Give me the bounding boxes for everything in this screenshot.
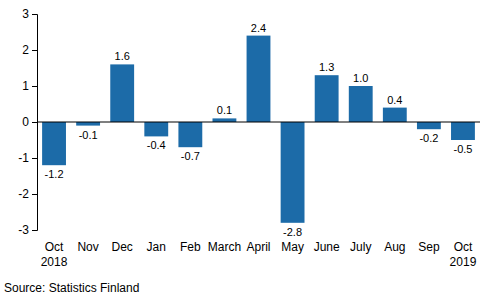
y-tick-mark [32, 14, 37, 15]
x-tick-label: Aug [384, 240, 405, 254]
x-tick-label: Oct2018 [41, 240, 68, 269]
x-tick: Sep [418, 240, 440, 254]
data-label: 1.0 [353, 72, 368, 84]
x-tick: Aug [384, 240, 405, 254]
y-tick: 1 [22, 79, 37, 93]
y-tick-mark [32, 122, 37, 123]
zero-line [37, 122, 480, 123]
data-label: 1.3 [319, 61, 334, 73]
y-tick-mark [32, 158, 37, 159]
data-label: -0.7 [181, 150, 200, 162]
data-label: -1.2 [45, 168, 64, 180]
data-labels: -1.2 -0.1 1.6 -0.4 -0.7 0.1 2.4 -2.8 1.3 1.0 0.4 -0… [45, 22, 473, 238]
x-tick-label: March [208, 240, 241, 254]
y-tick-label: 0 [22, 115, 29, 129]
bar [383, 108, 407, 122]
data-label: -0.4 [147, 139, 166, 151]
x-tick: Oct2018 [41, 240, 68, 269]
data-label: -0.5 [453, 143, 472, 155]
x-tick: Jan [147, 240, 166, 254]
x-tick: Dec [112, 240, 133, 254]
y-tick-mark [32, 50, 37, 51]
y-tick: 0 [22, 115, 37, 129]
x-tick: Feb [180, 240, 201, 254]
y-tick: 3 [22, 7, 37, 21]
x-tick: May [281, 240, 304, 254]
bar [315, 75, 339, 122]
x-tick-label: Dec [112, 240, 133, 254]
y-tick-label: 1 [22, 79, 29, 93]
data-label: 0.4 [387, 94, 402, 106]
y-tick-label: -1 [18, 151, 29, 165]
bars [42, 36, 475, 223]
bar [178, 122, 202, 147]
data-label: 1.6 [115, 50, 130, 62]
y-tick-mark [32, 194, 37, 195]
chart: -3 -2 -1 0 1 2 3 -1.2 -0.1 1.6 -0.4 -0.7 0.1 2.4 -2.8 1… [0, 0, 493, 304]
x-tick-label: June [314, 240, 340, 254]
data-label: -2.8 [283, 226, 302, 238]
data-label: 2.4 [251, 22, 266, 34]
x-tick: June [314, 240, 340, 254]
x-tick-label: Nov [77, 240, 98, 254]
x-tick-label: July [350, 240, 371, 254]
y-tick: -1 [18, 151, 37, 165]
x-tick-label: May [281, 240, 304, 254]
x-tick-label: Oct2019 [450, 240, 477, 269]
y-tick: -3 [18, 223, 37, 237]
y-tick-label: 2 [22, 43, 29, 57]
x-tick: March [208, 240, 241, 254]
y-tick-label: 3 [22, 7, 29, 21]
x-tick-label: April [246, 240, 270, 254]
bar [247, 36, 271, 122]
bar [349, 86, 373, 122]
bar [212, 118, 236, 122]
y-tick-mark [32, 86, 37, 87]
data-label: -0.2 [419, 132, 438, 144]
x-tick-label: Sep [418, 240, 440, 254]
y-axis-line [32, 15, 38, 231]
source: Source: Statistics Finland [4, 281, 139, 295]
y-axis: -3 -2 -1 0 1 2 3 [18, 7, 37, 237]
x-tick: Oct2019 [450, 240, 477, 269]
y-tick-mark [32, 230, 37, 231]
bar [110, 64, 134, 122]
x-tick: Nov [77, 240, 98, 254]
bar [76, 122, 100, 126]
bar [42, 122, 66, 165]
y-tick-label: -2 [18, 187, 29, 201]
y-tick: 2 [22, 43, 37, 57]
bar [281, 122, 305, 223]
y-tick: -2 [18, 187, 37, 201]
x-tick-label: Jan [147, 240, 166, 254]
data-label: 0.1 [217, 104, 232, 116]
data-label: -0.1 [79, 129, 98, 141]
x-tick: July [350, 240, 371, 254]
bar [144, 122, 168, 136]
bar [451, 122, 475, 140]
bar [417, 122, 441, 129]
x-axis: Oct2018 Nov Dec Jan Feb March April May June July… [41, 240, 477, 269]
x-tick: April [246, 240, 270, 254]
x-tick-label: Feb [180, 240, 201, 254]
y-tick-label: -3 [18, 223, 29, 237]
